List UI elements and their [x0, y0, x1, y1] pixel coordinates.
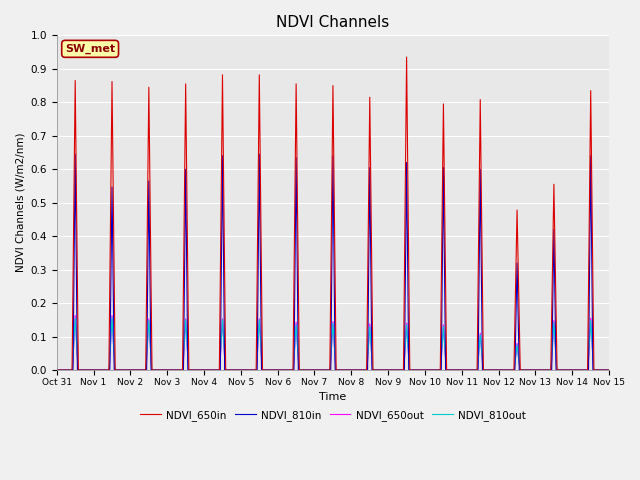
NDVI_650in	[399, 367, 406, 373]
NDVI_810out	[119, 367, 127, 373]
NDVI_810out	[399, 367, 406, 373]
Title: NDVI Channels: NDVI Channels	[276, 15, 390, 30]
NDVI_650in	[554, 367, 562, 373]
NDVI_650in	[53, 367, 61, 373]
Line: NDVI_650in: NDVI_650in	[57, 57, 609, 370]
NDVI_810out	[552, 346, 559, 351]
NDVI_810in	[399, 367, 406, 373]
NDVI_650out	[264, 367, 272, 373]
NDVI_810in	[576, 367, 584, 373]
NDVI_650out	[53, 367, 61, 373]
Legend: NDVI_650in, NDVI_810in, NDVI_650out, NDVI_810out: NDVI_650in, NDVI_810in, NDVI_650out, NDV…	[136, 406, 530, 425]
NDVI_810in	[71, 151, 79, 157]
NDVI_810in	[605, 367, 613, 373]
NDVI_650out	[576, 367, 584, 373]
NDVI_650in	[576, 367, 584, 373]
NDVI_650out	[552, 346, 559, 352]
NDVI_650in	[119, 367, 127, 373]
NDVI_810in	[264, 367, 272, 373]
Line: NDVI_650out: NDVI_650out	[57, 315, 609, 370]
NDVI_810out	[605, 367, 613, 373]
NDVI_810out	[108, 315, 116, 321]
Line: NDVI_810in: NDVI_810in	[57, 154, 609, 370]
NDVI_810out	[576, 367, 584, 373]
NDVI_650in	[605, 367, 613, 373]
NDVI_650out	[71, 312, 79, 318]
NDVI_650in	[552, 276, 559, 282]
NDVI_810out	[554, 367, 562, 373]
Text: SW_met: SW_met	[65, 44, 115, 54]
NDVI_810out	[264, 367, 272, 373]
NDVI_650out	[399, 367, 406, 373]
NDVI_650out	[554, 367, 562, 373]
NDVI_650out	[119, 367, 127, 373]
NDVI_650in	[264, 367, 272, 373]
NDVI_810out	[53, 367, 61, 373]
X-axis label: Time: Time	[319, 392, 346, 402]
NDVI_650in	[403, 54, 410, 60]
Y-axis label: NDVI Channels (W/m2/nm): NDVI Channels (W/m2/nm)	[15, 133, 25, 273]
NDVI_810in	[554, 367, 562, 373]
NDVI_810in	[53, 367, 61, 373]
NDVI_650out	[605, 367, 613, 373]
NDVI_810in	[552, 328, 559, 334]
Line: NDVI_810out: NDVI_810out	[57, 318, 609, 370]
NDVI_810in	[119, 367, 127, 373]
